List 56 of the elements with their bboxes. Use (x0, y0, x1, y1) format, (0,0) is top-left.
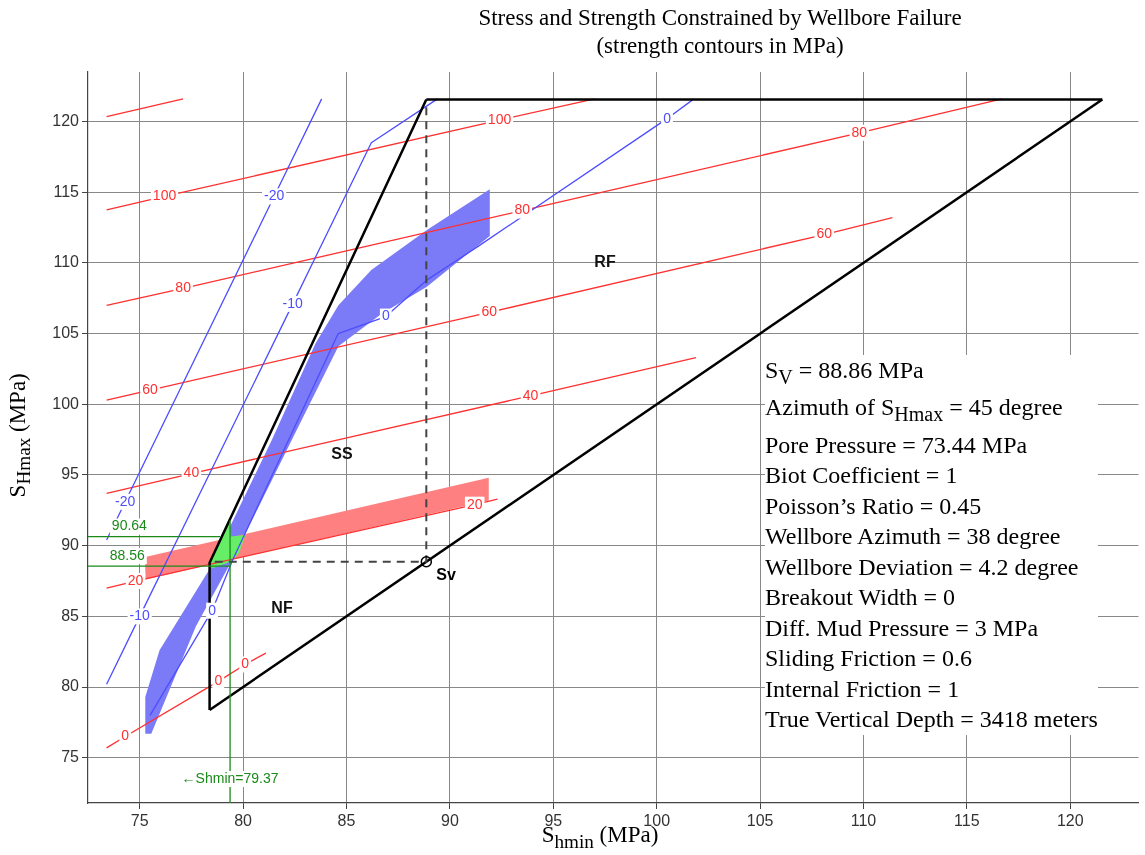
annotation: RF (594, 253, 616, 271)
x-tick-label: 85 (337, 812, 356, 830)
y-tick-label: 110 (53, 253, 80, 271)
annotation: S$_{V}$ = 88.86 MPa (765, 356, 925, 390)
annotation: Poisson’s Ratio = 0.45 (765, 491, 983, 521)
annotation: 0 (121, 727, 130, 744)
y-tick-label: 85 (61, 606, 80, 624)
annotation: 80 (175, 279, 192, 296)
annotation: Pore Pressure = 73.44 MPa (765, 430, 1029, 460)
annotation: Biot Coefficient = 1 (765, 461, 959, 491)
annotation: 0 (663, 109, 672, 126)
annotation: 0 (241, 655, 250, 672)
y-tick-label: 95 (61, 465, 80, 483)
annotation: 0 (208, 601, 217, 618)
series-label: Sv (436, 566, 456, 584)
y-tick-label: 115 (53, 182, 80, 200)
x-tick-label: 80 (234, 812, 253, 830)
annotation: NF (271, 599, 293, 617)
annotation: 40 (183, 464, 200, 481)
annotation: Diff. Mud Pressure = 3 MPa (765, 613, 1040, 643)
x-tick-label: 90 (440, 812, 459, 830)
annotation: 80 (514, 201, 531, 218)
chart-subtitle: (strength contours in MPa) (595, 32, 845, 60)
y-tick-label: 90 (61, 536, 80, 554)
annotation: 20 (466, 495, 483, 512)
x-tick-label: 110 (850, 812, 877, 830)
y-tick-label: 75 (61, 748, 80, 766)
annotation: -10 (282, 294, 304, 311)
annotation: 80 (851, 123, 868, 140)
x-tick-label: 120 (1056, 812, 1084, 830)
y-tick-label: 120 (52, 111, 80, 129)
annotation: 60 (142, 380, 159, 397)
y-tick-label: 105 (52, 323, 80, 341)
y-tick-label: 100 (52, 394, 80, 412)
annotation: SS (331, 445, 353, 463)
annotation: Wellbore Azimuth = 38 degree (765, 522, 1062, 552)
chart-title: Stress and Strength Constrained by Wellbore Failure (477, 4, 963, 32)
annotation: Wellbore Deviation = 4.2 degree (765, 552, 1080, 582)
annotation: Breakout Width = 0 (765, 583, 957, 613)
data-label: 90.64 (111, 517, 148, 534)
annotation: Internal Friction = 1 (765, 674, 961, 704)
data-label: 88.56 (109, 546, 146, 563)
x-tick-label: 105 (746, 812, 774, 830)
annotation: 20 (127, 571, 144, 588)
x-tick-label: 75 (130, 812, 149, 830)
x-tick-label: 115 (954, 812, 980, 830)
annotation: 0 (214, 672, 223, 689)
annotation: Azimuth of S$_{Hmax}$ = 45 degree (765, 393, 1064, 428)
annotation: Sliding Friction = 0.6 (765, 644, 973, 674)
annotation: 60 (481, 303, 498, 320)
y-tick-label: 80 (61, 677, 80, 695)
annotation: 60 (816, 225, 833, 242)
annotation: 40 (522, 386, 539, 403)
annotation: True Vertical Depth = 3418 meters (765, 705, 1098, 735)
annotation: ←Shmin=79.37 (181, 769, 279, 786)
annotation: 0 (381, 307, 390, 324)
